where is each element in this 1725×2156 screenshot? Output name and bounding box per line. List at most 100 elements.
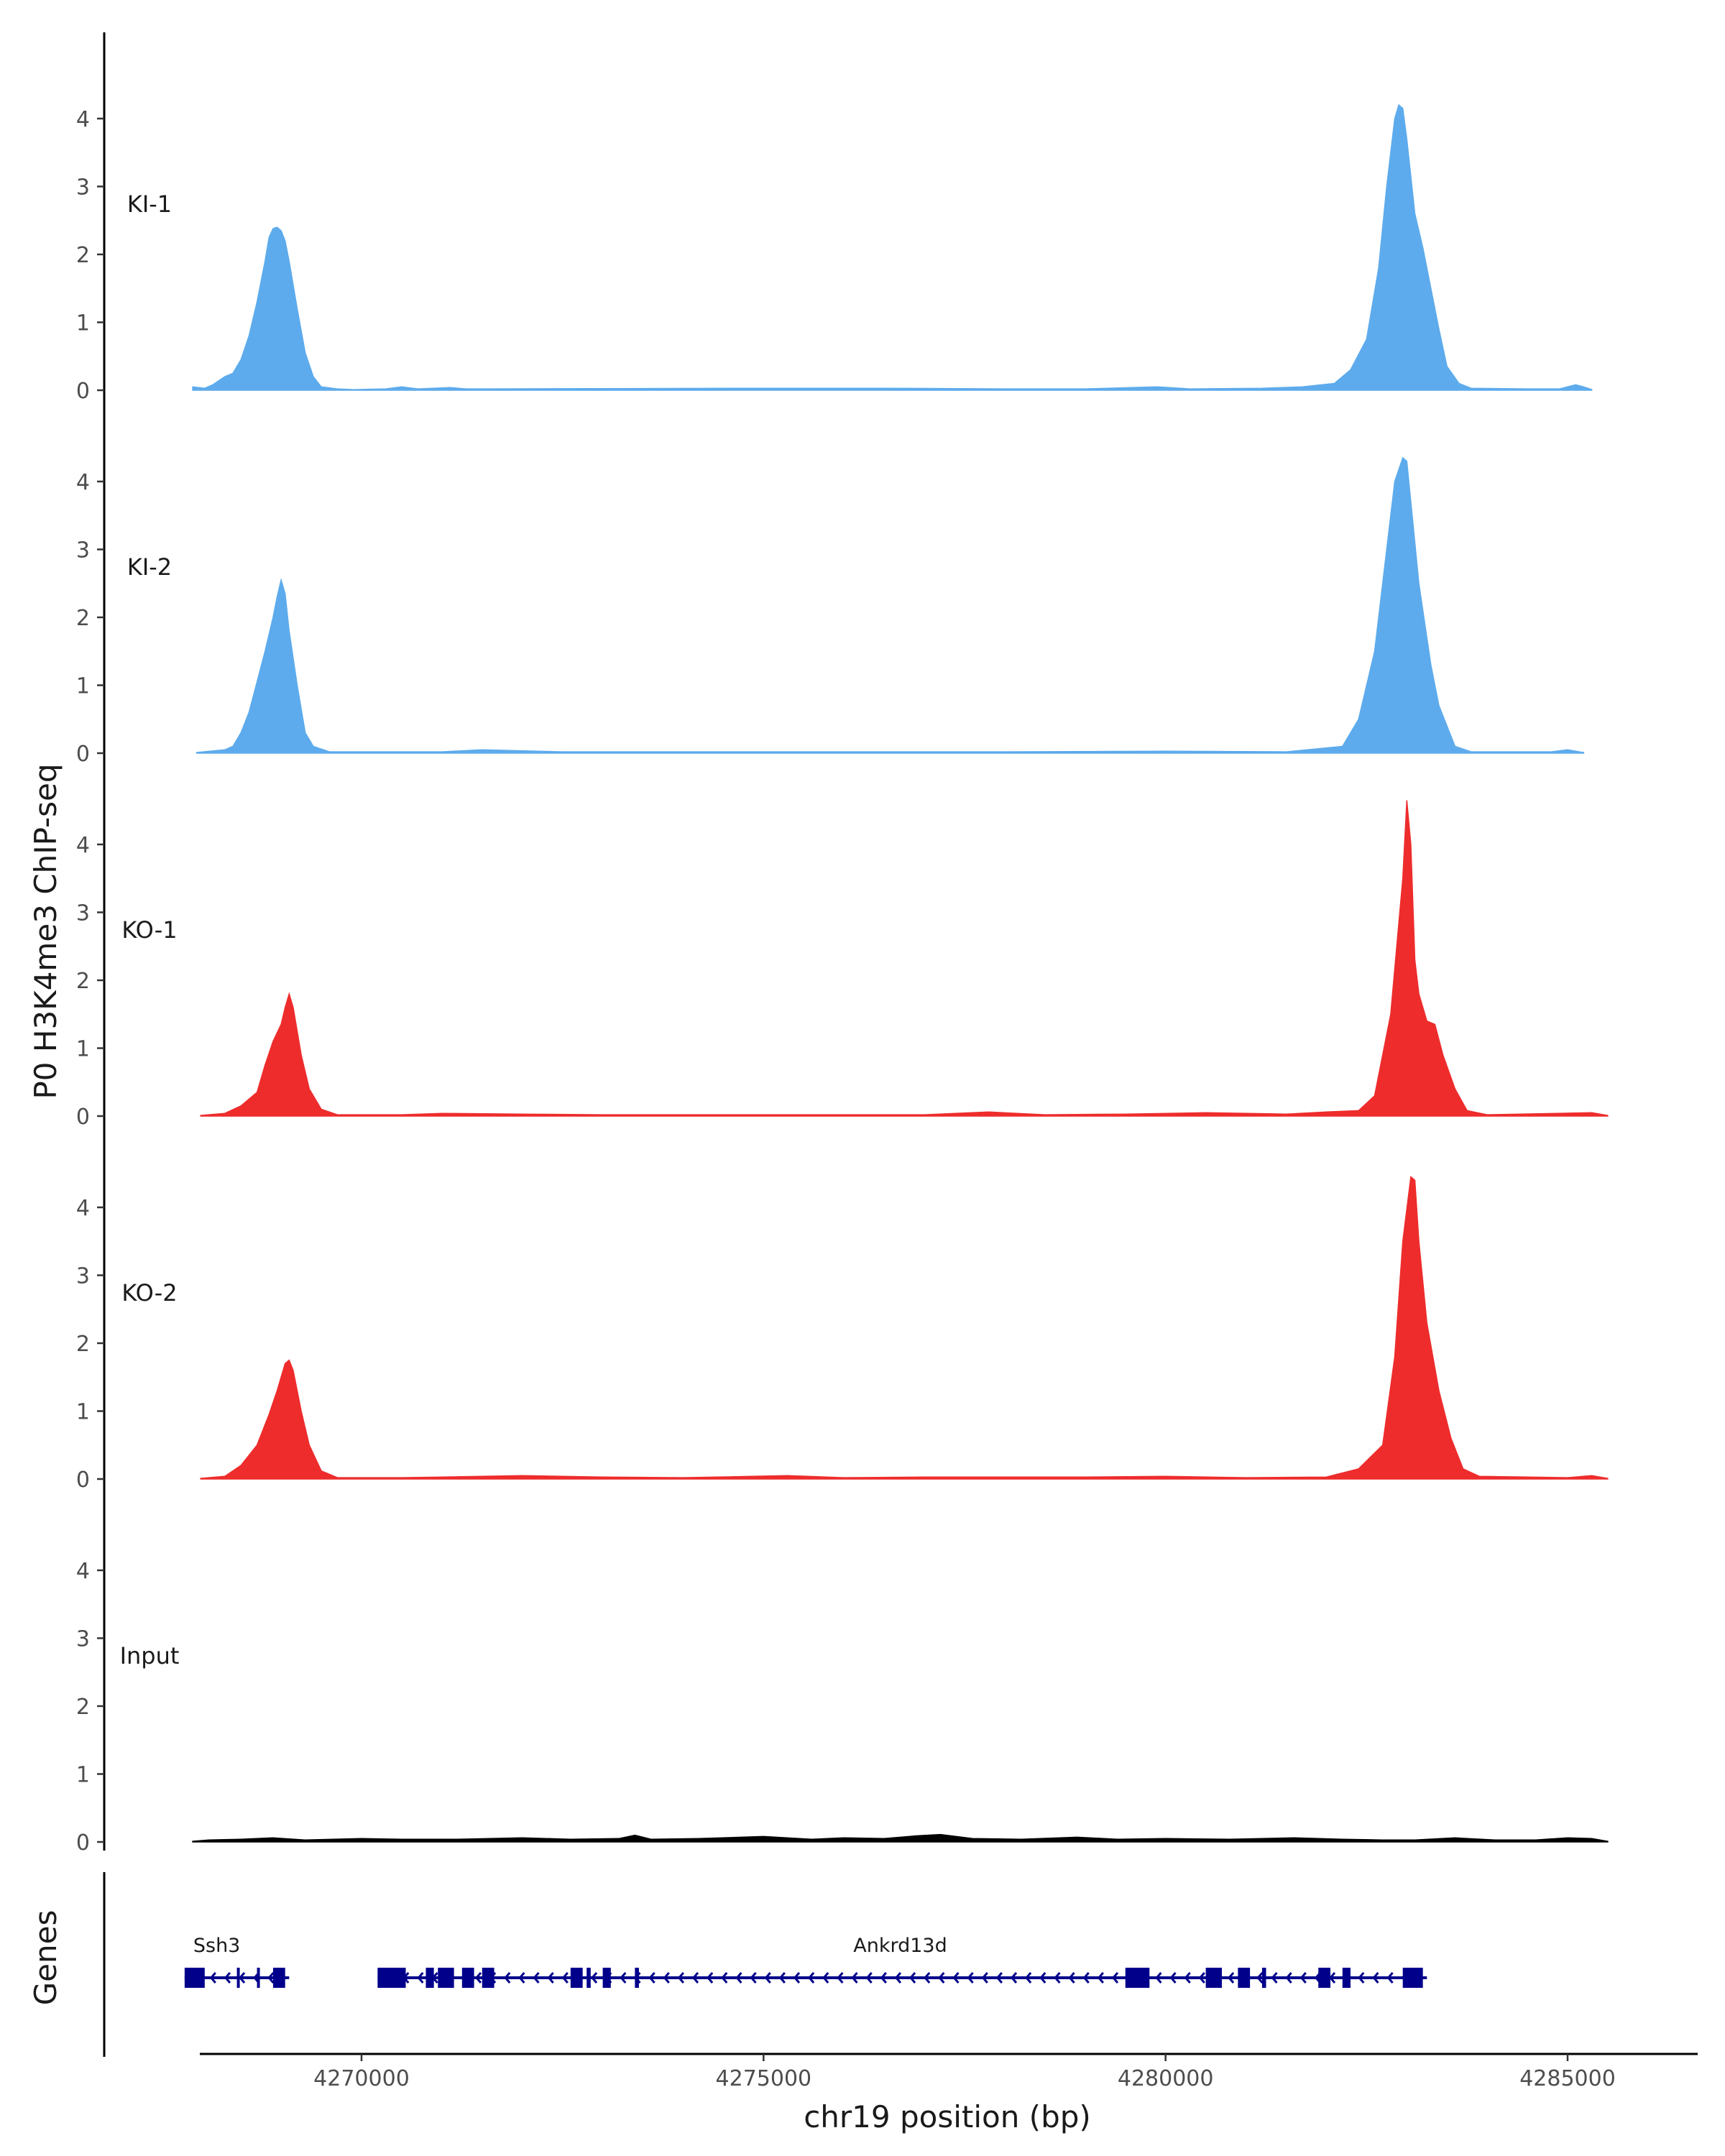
strand-arrow bbox=[764, 1972, 771, 1984]
strand-arrow bbox=[504, 1972, 511, 1984]
exon-block bbox=[1261, 1968, 1266, 1988]
strand-arrow bbox=[224, 1972, 231, 1984]
strand-arrow bbox=[474, 1972, 482, 1984]
strand-arrow bbox=[561, 1972, 569, 1984]
strand-arrow bbox=[267, 1972, 275, 1984]
y-tick-label: 4 bbox=[76, 107, 90, 132]
coverage-area bbox=[200, 800, 1609, 1117]
strand-arrow bbox=[1068, 1972, 1075, 1984]
strand-arrow bbox=[880, 1972, 887, 1984]
track-ki-2: 0 1 2 3 4 KI-2 bbox=[76, 395, 1585, 767]
strand-arrow bbox=[1386, 1972, 1394, 1984]
strand-arrow bbox=[778, 1972, 786, 1984]
y-tick-label: 0 bbox=[76, 1830, 90, 1856]
coverage-area bbox=[192, 1833, 1609, 1843]
y-tick-label: 1 bbox=[76, 1763, 90, 1788]
x-tick-label: 4270000 bbox=[313, 2066, 410, 2091]
y-tick-label: 0 bbox=[76, 379, 90, 404]
y-tick-label: 1 bbox=[76, 674, 90, 699]
exon-block bbox=[461, 1968, 474, 1988]
strand-arrow bbox=[1184, 1972, 1191, 1984]
y-tick-label: 3 bbox=[76, 901, 90, 926]
strand-arrow bbox=[1256, 1972, 1264, 1984]
exon-block bbox=[602, 1968, 611, 1988]
strand-arrow bbox=[239, 1972, 246, 1984]
coverage-area bbox=[192, 103, 1593, 391]
y-tick-label: 4 bbox=[76, 1196, 90, 1221]
strand-arrow bbox=[1358, 1972, 1365, 1984]
strand-arrow bbox=[1155, 1972, 1162, 1984]
exon-block bbox=[586, 1968, 591, 1988]
strand-arrow bbox=[1025, 1972, 1032, 1984]
y-tick-label: 1 bbox=[76, 1400, 90, 1425]
exon-block bbox=[272, 1968, 285, 1988]
track-ko-2: 0 1 2 3 4 KO-2 bbox=[76, 1121, 1609, 1493]
strand-arrow bbox=[1097, 1972, 1104, 1984]
strand-arrow bbox=[692, 1972, 699, 1984]
track-input: 0 1 2 3 4 Input bbox=[76, 1484, 1609, 1856]
strand-arrow bbox=[1082, 1972, 1090, 1984]
strand-arrow bbox=[837, 1972, 844, 1984]
y-tick-label: 2 bbox=[76, 969, 90, 994]
exon-block bbox=[1238, 1968, 1251, 1988]
strand-arrow bbox=[1372, 1972, 1379, 1984]
y-tick-label: 0 bbox=[76, 1105, 90, 1130]
strand-arrow bbox=[750, 1972, 757, 1984]
strand-arrow bbox=[1285, 1972, 1292, 1984]
strand-arrow bbox=[909, 1972, 916, 1984]
strand-arrow bbox=[707, 1972, 714, 1984]
strand-arrow bbox=[1169, 1972, 1177, 1984]
x-tick-label: 4285000 bbox=[1519, 2066, 1616, 2091]
strand-arrow bbox=[1300, 1972, 1307, 1984]
gene-label: Ankrd13d bbox=[853, 1935, 947, 1957]
genes-track-title: Genes bbox=[28, 1910, 63, 2006]
track-label: KO-1 bbox=[121, 916, 177, 944]
strand-arrow bbox=[1271, 1972, 1278, 1984]
gene-ankrd13d: Ankrd13d bbox=[377, 1935, 1427, 1988]
y-tick-label: 3 bbox=[76, 175, 90, 201]
y-tick-label: 2 bbox=[76, 1332, 90, 1357]
exon-block bbox=[257, 1968, 260, 1988]
x-tick-label: 4275000 bbox=[716, 2066, 812, 2091]
coverage-area bbox=[200, 1176, 1609, 1480]
exon-block bbox=[1402, 1968, 1423, 1988]
coverage-area bbox=[196, 456, 1585, 754]
strand-arrow bbox=[1054, 1972, 1061, 1984]
exon-block bbox=[377, 1968, 406, 1988]
strand-arrow bbox=[620, 1972, 627, 1984]
track-label: Input bbox=[120, 1642, 180, 1669]
y-tick-label: 4 bbox=[76, 470, 90, 495]
strand-arrow bbox=[1198, 1972, 1205, 1984]
strand-arrow bbox=[735, 1972, 742, 1984]
y-tick-label: 2 bbox=[76, 243, 90, 268]
exon-block bbox=[426, 1968, 434, 1988]
strand-arrow bbox=[981, 1972, 988, 1984]
track-label: KI-1 bbox=[127, 190, 172, 218]
track-label: KI-2 bbox=[127, 553, 172, 581]
exon-block bbox=[1125, 1968, 1150, 1988]
y-tick-label: 2 bbox=[76, 606, 90, 631]
strand-arrow bbox=[938, 1972, 945, 1984]
strand-arrow bbox=[209, 1972, 216, 1984]
strand-arrow bbox=[793, 1972, 801, 1984]
y-tick-label: 3 bbox=[76, 1264, 90, 1289]
gene-label: Ssh3 bbox=[193, 1935, 241, 1957]
strand-arrow bbox=[547, 1972, 554, 1984]
strand-arrow bbox=[924, 1972, 931, 1984]
strand-arrow bbox=[663, 1972, 670, 1984]
x-axis-title: chr19 position (bp) bbox=[804, 2099, 1091, 2134]
track-ki-1: 0 1 2 3 4 KI-1 bbox=[76, 32, 1593, 404]
exon-block bbox=[570, 1968, 583, 1988]
exon-block bbox=[482, 1968, 494, 1988]
y-tick-label: 1 bbox=[76, 1037, 90, 1062]
y-tick-label: 1 bbox=[76, 311, 90, 336]
strand-arrow bbox=[648, 1972, 656, 1984]
strand-arrow bbox=[721, 1972, 728, 1984]
track-label: KO-2 bbox=[121, 1279, 177, 1307]
strand-arrow bbox=[808, 1972, 815, 1984]
gene-ssh3: Ssh3 bbox=[184, 1935, 290, 1988]
strand-arrow bbox=[1011, 1972, 1018, 1984]
y-tick-label: 3 bbox=[76, 1627, 90, 1652]
strand-arrow bbox=[1039, 1972, 1046, 1984]
